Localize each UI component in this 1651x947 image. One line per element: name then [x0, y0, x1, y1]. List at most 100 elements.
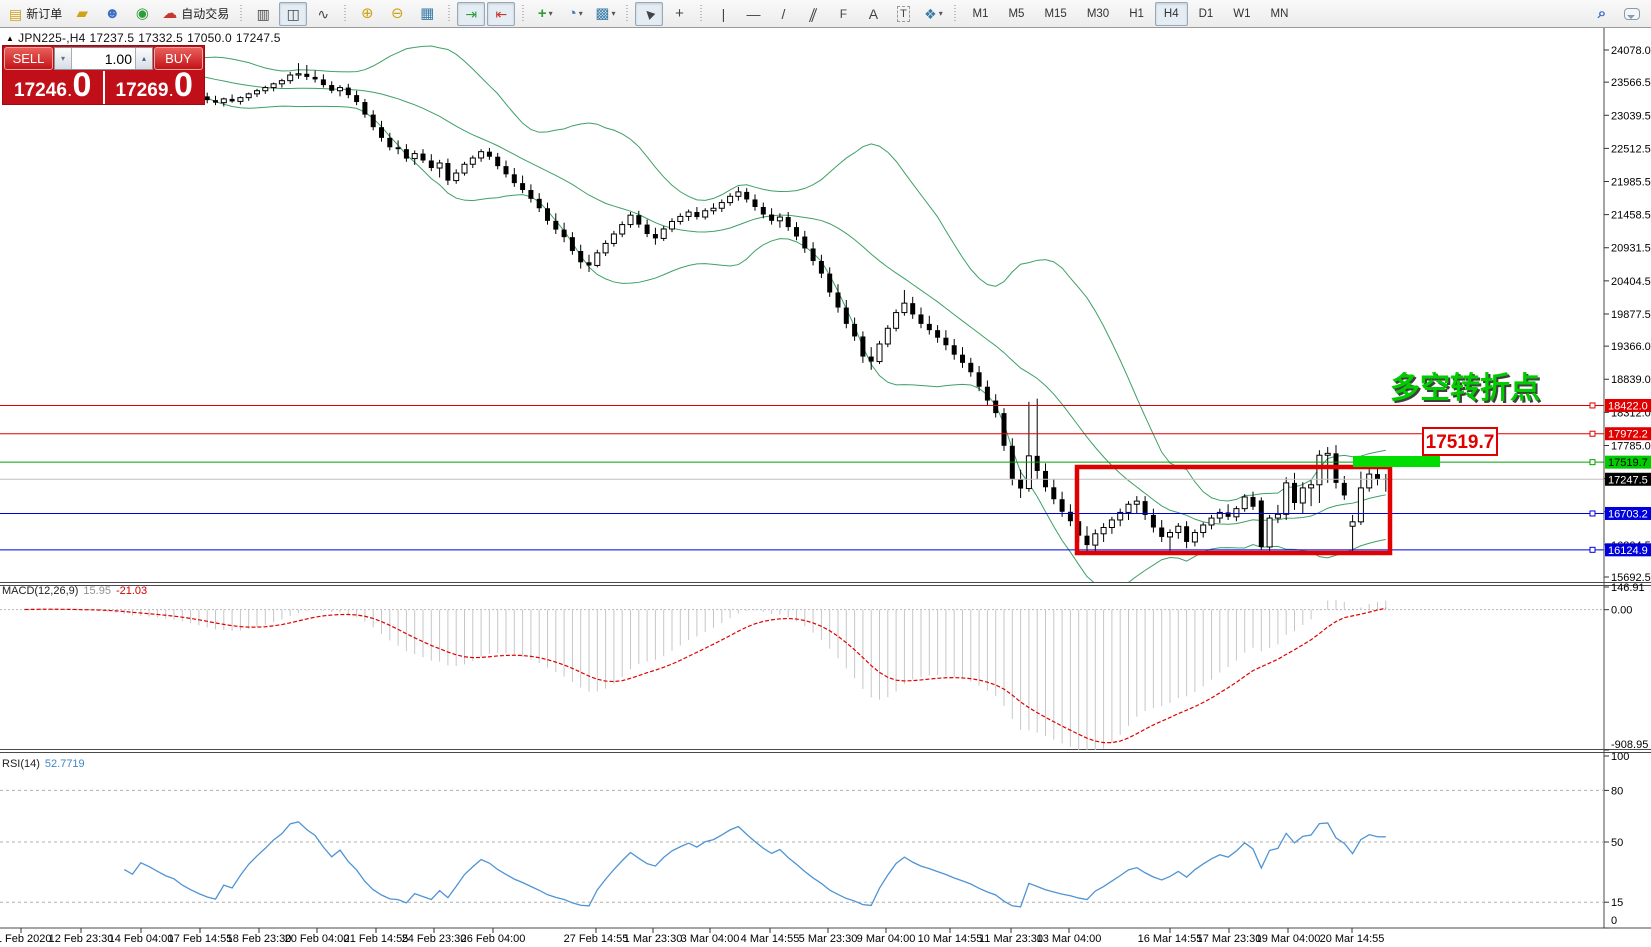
time-tick: 10 Mar 14:55: [918, 933, 983, 945]
timeframe-label: M5: [1008, 7, 1025, 20]
rsi-indicator-label: RSI(14) 52.7719: [2, 758, 85, 770]
vertical-line-icon: |: [721, 5, 726, 22]
periods-button[interactable]: ◔ ▾: [561, 2, 589, 26]
autotrade-button[interactable]: ☁ 自动交易: [158, 2, 233, 26]
buy-price[interactable]: 17269 . 0: [105, 68, 205, 104]
volume-decrease-button[interactable]: ▾: [55, 48, 72, 69]
timeframe-m30-button[interactable]: M30: [1078, 2, 1118, 26]
trendline-button[interactable]: /: [769, 2, 797, 26]
time-tick: 21 Feb 14:55: [344, 933, 409, 945]
time-tick: 17 Feb 14:55: [168, 933, 233, 945]
volume-increase-button[interactable]: ▴: [135, 48, 152, 69]
search-button[interactable]: ⌕: [1588, 2, 1616, 26]
label-tool-button[interactable]: T: [889, 2, 917, 26]
cursor-button[interactable]: ▶: [635, 1, 664, 26]
vertical-line-button[interactable]: |: [709, 2, 737, 26]
timeframe-h4-button[interactable]: H4: [1154, 1, 1188, 26]
tile-windows-button[interactable]: ▦: [413, 2, 441, 26]
price-callout-text: 17519.7: [1426, 432, 1495, 453]
chart-window: 多空转折点 多空转折点 17519.7 24078.0 23566.5 23039.5 22…: [0, 28, 1651, 947]
symbol-marker-icon: ▲: [6, 34, 15, 43]
clock-icon: ◔: [567, 4, 577, 22]
level-price-label: 18422.0: [1608, 400, 1648, 412]
auto-scroll-button[interactable]: ⇥: [457, 1, 486, 26]
timeframe-m15-button[interactable]: M15: [1035, 2, 1075, 26]
volume-value[interactable]: 1.00: [104, 50, 132, 67]
zoom-in-button[interactable]: ⊕: [353, 2, 381, 26]
macd-signal-value: -21.03: [115, 585, 148, 597]
price-chart[interactable]: 多空转折点多空转折点17519.724078.023566.523039.522…: [0, 28, 1651, 947]
time-tick: 13 Mar 04:00: [1037, 933, 1102, 945]
level-price-label: 16703.2: [1608, 508, 1648, 520]
time-tick: 12 Feb 23:30: [49, 933, 114, 945]
zoom-out-button[interactable]: ⊖: [383, 2, 411, 26]
price-callout-box: [1422, 427, 1498, 456]
crosshair-button[interactable]: +: [665, 2, 693, 26]
line-chart-icon: ∿: [317, 5, 330, 22]
history-icon: ▰: [76, 4, 89, 22]
history-center-button[interactable]: ▰: [68, 2, 96, 26]
sell-price[interactable]: 17246 . 0: [3, 68, 105, 104]
level-price-label: 16124.9: [1608, 545, 1648, 557]
toolbar: ▤ 新订单 ▰ ☻ ◉ ☁ 自动交易 ▥ ◫ ∿ ⊕ ⊖ ▦ ⇥ ⇤ + ▾: [0, 0, 1651, 28]
level-price-label: 17247.5: [1608, 474, 1648, 486]
symbol-name: JPN225-,H4: [18, 31, 86, 45]
timeframe-m1-button[interactable]: M1: [963, 2, 997, 26]
chat-button[interactable]: [1618, 2, 1646, 26]
crosshair-icon: +: [675, 4, 684, 22]
horizontal-line-button[interactable]: —: [739, 2, 767, 26]
time-tick: 27 Feb 14:55: [564, 933, 629, 945]
ohlc-low: 17050.0: [187, 31, 232, 45]
price-tick: 20931.5: [1611, 243, 1651, 255]
candlestick-chart-button[interactable]: ◫: [279, 1, 308, 26]
line-chart-button[interactable]: ∿: [309, 2, 337, 26]
chart-shift-icon: ⇤: [495, 5, 508, 22]
bar-chart-icon: ▥: [256, 5, 270, 22]
zoom-out-icon: ⊖: [390, 4, 404, 22]
time-tick: 20 Feb 04:00: [285, 933, 350, 945]
zoom-in-icon: ⊕: [360, 4, 374, 22]
timeframe-mn-button[interactable]: MN: [1262, 2, 1298, 26]
timeframe-d1-button[interactable]: D1: [1190, 2, 1223, 26]
price-tick: 24078.0: [1611, 45, 1651, 57]
toolbar-grip: [446, 4, 453, 23]
chart-shift-button[interactable]: ⇤: [487, 1, 516, 26]
text-tool-button[interactable]: A: [859, 2, 887, 26]
timeframe-m5-button[interactable]: M5: [999, 2, 1033, 26]
toolbar-grip: [342, 4, 349, 23]
timeframe-label: MN: [1270, 7, 1289, 20]
timeframe-bar: M1 M5 M15 M30 H1 H4 D1 W1 MN: [962, 1, 1298, 26]
macd-name: MACD(12,26,9): [2, 585, 79, 597]
ohlc-high: 17332.5: [138, 31, 184, 45]
community-icon: ☻: [104, 4, 121, 22]
sell-button[interactable]: SELL: [4, 47, 53, 70]
templates-button[interactable]: ▩ ▾: [591, 2, 619, 26]
indicators-button[interactable]: + ▾: [531, 2, 559, 26]
bar-chart-button[interactable]: ▥: [249, 2, 277, 26]
toolbar-grip: [952, 4, 959, 23]
price-tick: 19366.0: [1611, 341, 1651, 353]
community-button[interactable]: ☻: [98, 2, 126, 26]
signals-button[interactable]: ◉: [128, 2, 156, 26]
time-tick: 20 Mar 14:55: [1320, 933, 1385, 945]
channel-button[interactable]: ∥: [799, 2, 827, 26]
sell-price-main: 17246: [14, 80, 67, 101]
timeframe-w1-button[interactable]: W1: [1224, 2, 1259, 26]
turning-point-shadow: 多空转折点: [1392, 374, 1542, 407]
tile-windows-icon: ▦: [420, 4, 435, 22]
fibonacci-button[interactable]: F: [829, 2, 857, 26]
new-order-label: 新订单: [26, 7, 63, 21]
timeframe-h1-button[interactable]: H1: [1120, 2, 1153, 26]
autotrade-label: 自动交易: [181, 7, 230, 21]
buy-price-dot: .: [169, 84, 174, 99]
dropdown-arrow-icon: ▾: [578, 9, 583, 18]
price-tick: 20404.5: [1611, 276, 1651, 288]
signals-icon: ◉: [135, 4, 149, 22]
price-tick: 18839.0: [1611, 374, 1651, 386]
new-order-button[interactable]: ▤ 新订单: [5, 2, 66, 26]
buy-button[interactable]: BUY: [154, 47, 203, 70]
time-tick: 3 Mar 04:00: [681, 933, 740, 945]
shapes-button[interactable]: ❖ ▾: [919, 2, 947, 26]
consolidation-box: [1074, 464, 1393, 556]
time-tick: 1 Mar 23:30: [624, 933, 683, 945]
